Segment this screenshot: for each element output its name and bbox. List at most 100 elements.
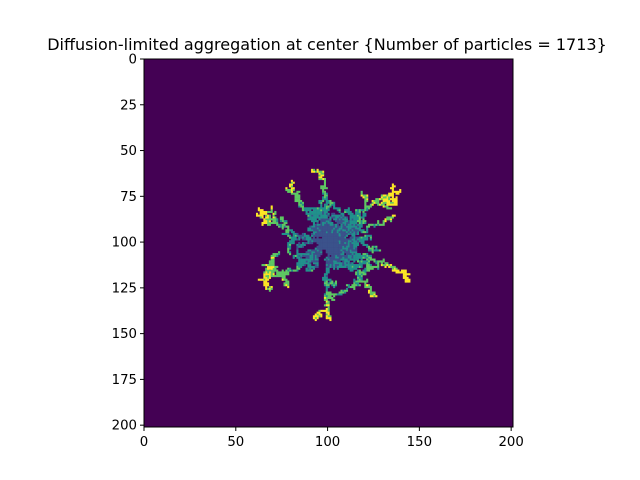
- particle-cell: [333, 223, 336, 226]
- particle-cell: [366, 238, 369, 241]
- particle-cell: [259, 209, 262, 212]
- particle-cell: [323, 236, 326, 239]
- particle-cell: [279, 275, 282, 278]
- particle-cell: [325, 216, 328, 219]
- particle-cell: [377, 265, 380, 268]
- particle-cell: [366, 227, 369, 230]
- particle-cell: [316, 311, 319, 314]
- particle-cell: [327, 238, 330, 241]
- particle-cell: [358, 271, 361, 274]
- particle-cell: [366, 256, 369, 259]
- particle-cell: [331, 234, 334, 237]
- particle-cell: [312, 231, 315, 234]
- particle-cell: [323, 196, 326, 199]
- particle-cell: [311, 212, 314, 215]
- particle-cell: [311, 260, 314, 263]
- particle-cell: [333, 240, 336, 243]
- particle-cell: [349, 253, 352, 256]
- particle-cell: [360, 271, 363, 274]
- particle-cell: [356, 256, 360, 259]
- particle-cell: [270, 260, 273, 263]
- particle-cell: [311, 227, 314, 230]
- particle-cell: [322, 192, 325, 195]
- particle-cell: [268, 223, 271, 226]
- particle-cell: [263, 284, 266, 287]
- particle-cell: [325, 247, 328, 250]
- particle-cell: [355, 267, 358, 270]
- particle-cell: [356, 271, 360, 274]
- particle-cell: [393, 265, 396, 268]
- particle-cell: [351, 258, 354, 261]
- particle-cell: [301, 264, 304, 267]
- particle-cell: [312, 227, 315, 230]
- particle-cell: [331, 238, 334, 241]
- particle-cell: [331, 214, 334, 217]
- particle-cell: [276, 221, 279, 225]
- particle-cell: [325, 198, 328, 201]
- particle-cell: [351, 225, 354, 228]
- particle-cell: [276, 271, 279, 274]
- particle-cell: [362, 260, 365, 263]
- particle-cell: [366, 267, 369, 270]
- particle-cell: [353, 216, 356, 219]
- particle-cell: [347, 245, 350, 248]
- particle-cell: [347, 286, 350, 289]
- particle-cell: [391, 196, 394, 199]
- particle-cell: [312, 207, 315, 210]
- particle-cell: [287, 242, 290, 245]
- particle-cell: [292, 181, 295, 184]
- particle-cell: [314, 318, 317, 322]
- particle-cell: [397, 271, 400, 274]
- particle-cell: [362, 220, 365, 223]
- particle-cell: [345, 210, 349, 214]
- particle-cell: [377, 201, 380, 204]
- particle-cell: [278, 273, 281, 276]
- particle-cell: [323, 275, 326, 278]
- particle-cell: [314, 220, 317, 223]
- particle-cell: [340, 256, 343, 259]
- particle-cell: [377, 199, 380, 203]
- particle-cell: [312, 253, 315, 256]
- particle-cell: [369, 291, 372, 294]
- particle-cell: [292, 269, 295, 272]
- particle-cell: [349, 232, 352, 236]
- particle-cell: [377, 223, 380, 226]
- particle-cell: [344, 231, 347, 234]
- particle-cell: [334, 214, 338, 217]
- particle-cell: [340, 236, 343, 239]
- particle-cell: [360, 275, 363, 278]
- particle-cell: [323, 232, 326, 236]
- particle-cell: [345, 284, 349, 287]
- particle-cell: [274, 210, 277, 214]
- particle-cell: [314, 234, 317, 237]
- particle-cell: [366, 196, 369, 199]
- particle-cell: [347, 284, 350, 287]
- particle-cell: [336, 207, 339, 210]
- particle-cell: [261, 214, 264, 217]
- particle-cell: [369, 247, 372, 250]
- particle-cell: [344, 240, 347, 243]
- particle-cell: [355, 258, 358, 261]
- particle-cell: [345, 218, 349, 221]
- particle-cell: [347, 251, 350, 254]
- particle-cell: [338, 242, 341, 245]
- particle-cell: [265, 210, 268, 214]
- particle-cell: [289, 247, 292, 250]
- particle-cell: [327, 254, 330, 257]
- particle-cell: [325, 249, 328, 252]
- particle-cell: [311, 254, 314, 257]
- particle-cell: [318, 178, 321, 181]
- particle-cell: [336, 247, 339, 250]
- particle-cell: [320, 172, 323, 175]
- particle-cell: [279, 220, 282, 223]
- particle-cell: [333, 249, 336, 252]
- particle-cell: [305, 234, 308, 237]
- particle-cell: [393, 185, 396, 188]
- particle-cell: [358, 214, 361, 217]
- particle-cell: [366, 209, 369, 212]
- particle-cell: [338, 234, 341, 237]
- particle-cell: [366, 265, 369, 268]
- particle-cell: [312, 317, 315, 320]
- particle-cell: [276, 273, 279, 276]
- particle-cell: [325, 243, 328, 246]
